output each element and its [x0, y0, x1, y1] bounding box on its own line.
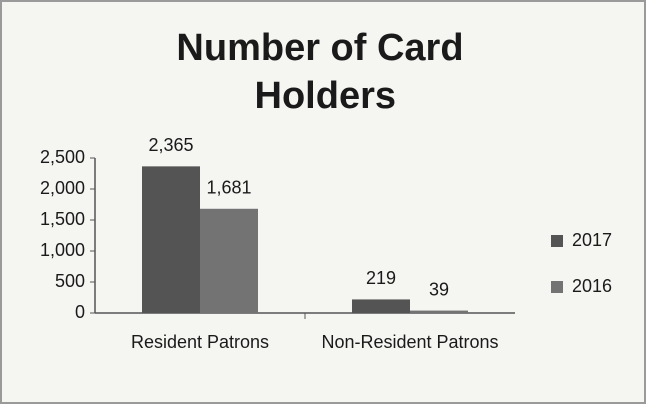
bar: [142, 166, 200, 313]
legend-label: 2017: [572, 230, 612, 250]
data-label: 39: [429, 279, 449, 299]
legend-label: 2016: [572, 276, 612, 296]
y-tick-label: 2,000: [40, 178, 85, 198]
chart-title: Number of Card Holders: [176, 27, 463, 117]
x-tick-label: Resident Patrons: [131, 332, 269, 352]
bar: [410, 310, 468, 313]
data-label: 219: [366, 268, 396, 288]
x-tick-label: Non-Resident Patrons: [321, 332, 498, 352]
y-tick-label: 0: [75, 302, 85, 322]
bar: [352, 299, 410, 313]
data-label: 1,681: [206, 178, 251, 198]
data-label: 2,365: [148, 135, 193, 155]
y-tick-label: 2,500: [40, 147, 85, 167]
y-tick-label: 1,000: [40, 240, 85, 260]
y-tick-label: 500: [55, 271, 85, 291]
legend-swatch: [551, 281, 563, 293]
y-tick-label: 1,500: [40, 209, 85, 229]
legend-swatch: [551, 235, 563, 247]
bar: [200, 208, 258, 313]
